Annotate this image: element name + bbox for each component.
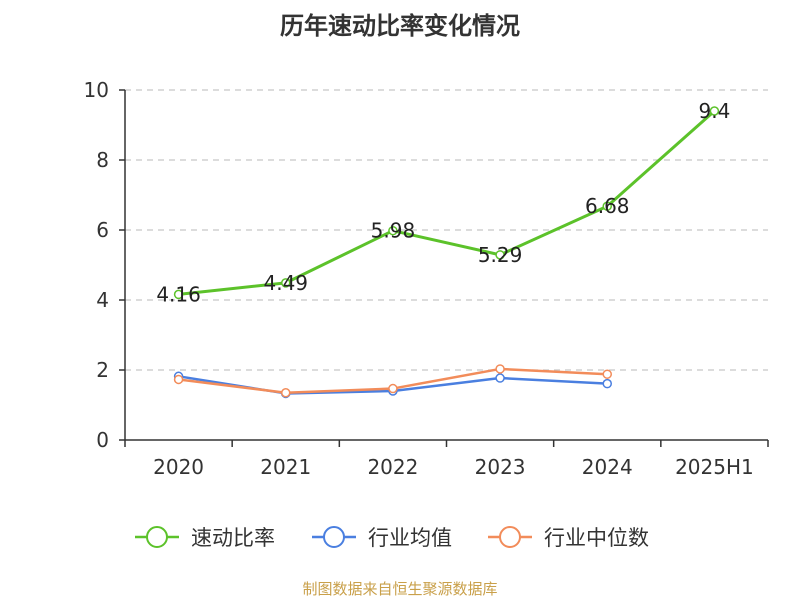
legend: 速动比率 行业均值 行业中位数	[135, 526, 649, 550]
x-tick-label: 2022	[367, 455, 418, 479]
data-label: 9.4	[699, 99, 731, 123]
data-point	[281, 388, 291, 398]
axes: 0 2 4 6 8 10 2020 2021 2022 2023 2024 2025H1	[84, 78, 769, 479]
y-tick-label: 6	[96, 218, 109, 242]
x-tick-label: 2024	[582, 455, 633, 479]
x-tick-label: 2025H1	[675, 455, 754, 479]
data-point	[709, 106, 720, 116]
data-labels: 4.16 4.49 5.98 5.29 6.68 9.4	[156, 99, 730, 306]
y-tick-label: 0	[96, 428, 109, 452]
data-point	[495, 373, 505, 383]
data-point	[173, 289, 184, 300]
legend-label: 速动比率	[191, 526, 275, 550]
data-label: 4.16	[156, 282, 201, 306]
legend-label: 行业中位数	[544, 526, 649, 550]
data-point	[388, 225, 398, 236]
data-point	[495, 364, 505, 374]
series-line	[178, 109, 716, 296]
legend-marker	[323, 526, 345, 548]
y-tick-label: 4	[96, 288, 109, 312]
data-label: 4.49	[263, 271, 308, 295]
x-tick-label: 2021	[260, 455, 311, 479]
data-label: 5.29	[478, 243, 523, 267]
data-point	[602, 201, 612, 211]
data-label: 5.98	[371, 219, 416, 243]
data-point	[602, 369, 612, 379]
data-point	[388, 383, 398, 394]
legend-label: 行业均值	[368, 526, 452, 550]
series-lines	[173, 106, 720, 399]
y-tick-label: 10	[84, 78, 109, 102]
data-point	[602, 378, 612, 389]
data-point	[281, 278, 291, 288]
legend-marker	[146, 526, 168, 548]
data-label: 6.68	[585, 194, 630, 218]
x-tick-label: 2023	[475, 455, 526, 479]
chart-title: 历年速动比率变化情况	[280, 12, 520, 40]
legend-marker	[499, 526, 521, 548]
grid-lines	[125, 89, 768, 371]
y-tick-label: 2	[96, 358, 109, 382]
x-tick-label: 2020	[153, 455, 204, 479]
data-point	[173, 374, 184, 385]
source-note: 制图数据来自恒生聚源数据库	[302, 580, 498, 598]
y-tick-label: 8	[96, 148, 109, 172]
data-point	[495, 250, 505, 260]
